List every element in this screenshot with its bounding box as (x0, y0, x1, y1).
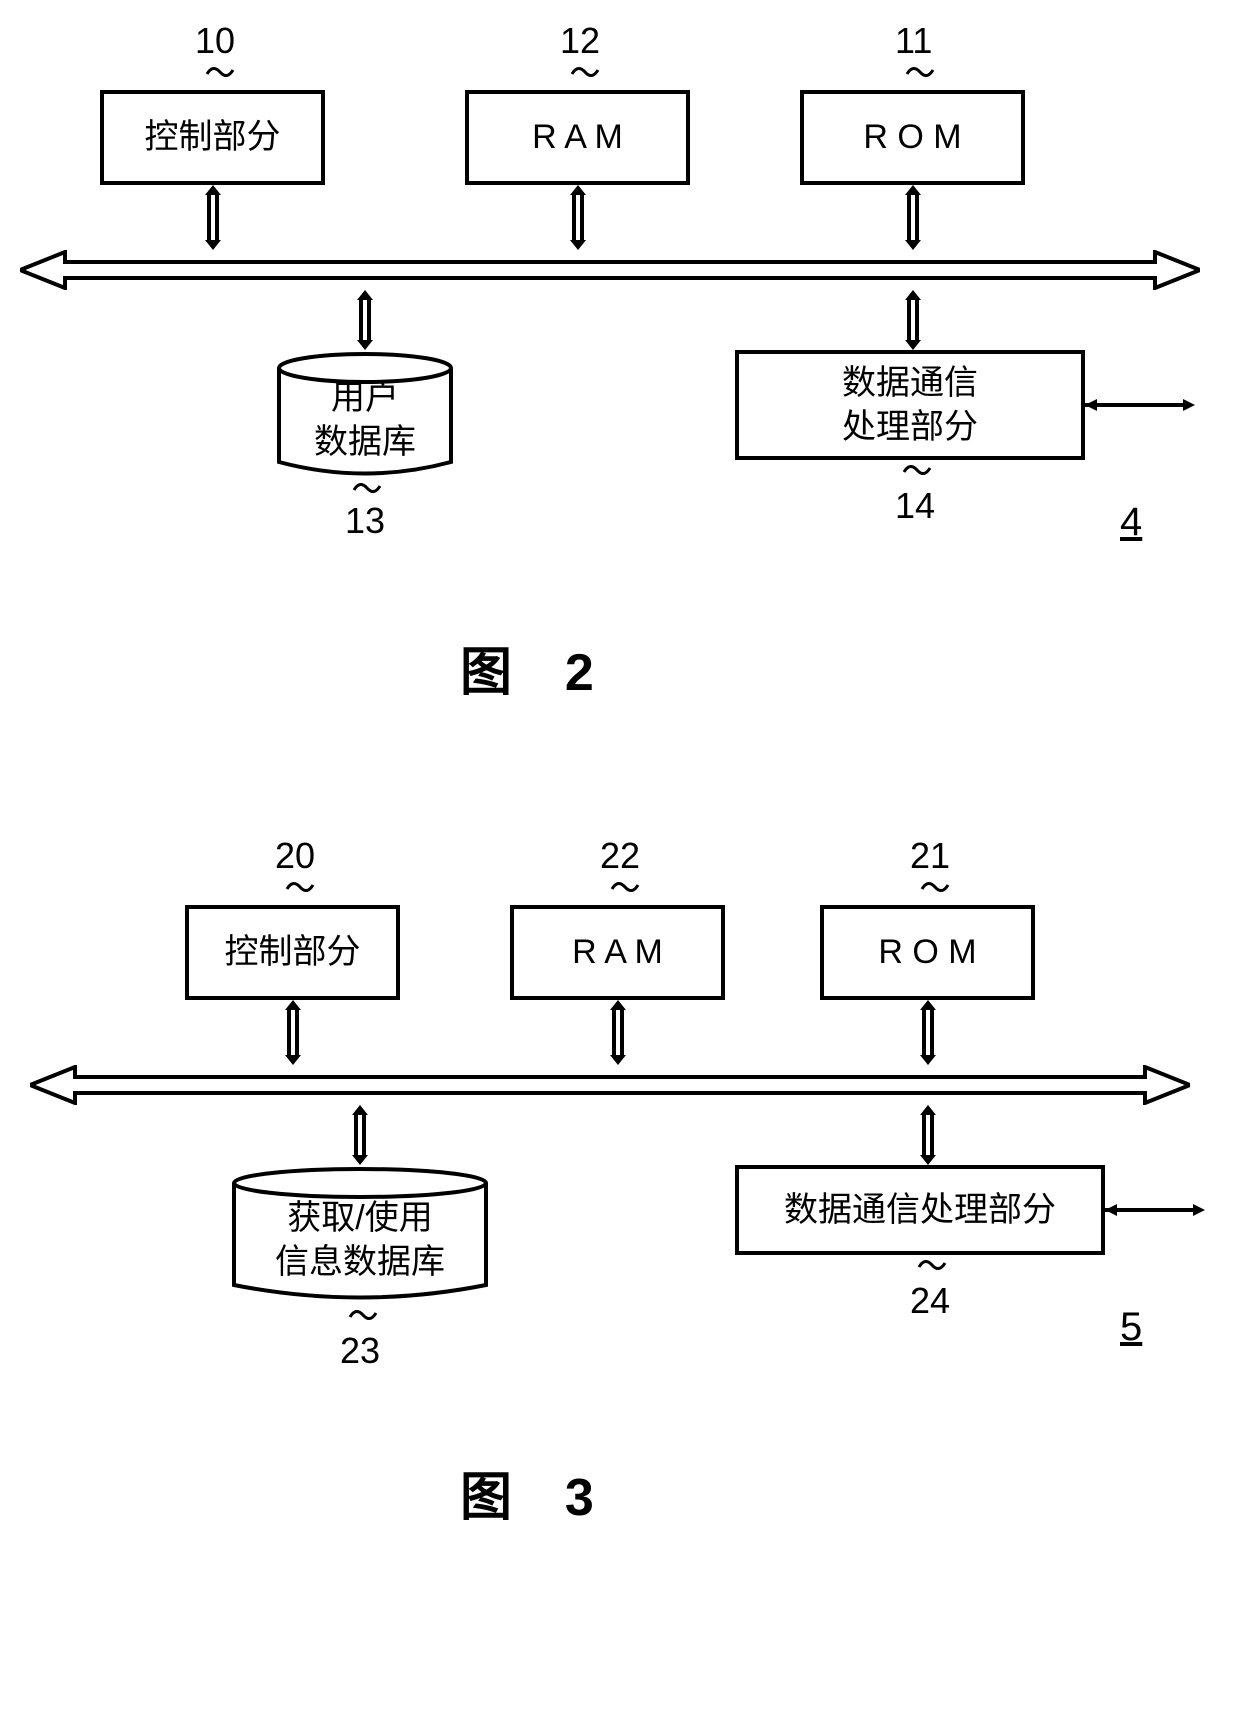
page-ref: 5 (1120, 1305, 1142, 1350)
connector-icon (355, 290, 375, 350)
control-block: 控制部分 (185, 905, 400, 1000)
bus-icon (30, 1065, 1190, 1105)
db-label-1: 获取/使用 (275, 1196, 445, 1240)
external-arrow-icon (1105, 1200, 1205, 1220)
comm-block: 数据通信处理部分 (735, 1165, 1105, 1255)
control-label: 控制部分 (145, 115, 281, 159)
comm-label: 数据通信处理部分 (784, 1188, 1056, 1232)
user-db-cylinder: 用户 数据库 (275, 350, 455, 480)
db-label-2: 数据库 (314, 420, 416, 464)
ram-block: R A M (510, 905, 725, 1000)
connector-icon (608, 1000, 628, 1065)
rom-block: R O M (820, 905, 1035, 1000)
connector-icon (918, 1000, 938, 1065)
ref-10: 10 (195, 20, 235, 62)
ref-22: 22 (600, 835, 640, 877)
ref-12: 12 (560, 20, 600, 62)
tilde-icon (205, 62, 235, 82)
ref-11: 11 (895, 20, 932, 62)
comm-label-2: 处理部分 (842, 405, 978, 449)
bus-icon (20, 250, 1200, 290)
external-arrow-icon (1085, 395, 1195, 415)
comm-block: 数据通信 处理部分 (735, 350, 1085, 460)
page-ref: 4 (1120, 500, 1142, 545)
db-label-2: 信息数据库 (275, 1240, 445, 1284)
connector-icon (918, 1105, 938, 1165)
connector-icon (903, 185, 923, 250)
connector-icon (283, 1000, 303, 1065)
tilde-icon (902, 460, 932, 480)
ram-label: R A M (572, 930, 663, 974)
db-label-1: 用户 (314, 376, 416, 420)
ref-21: 21 (910, 835, 950, 877)
caption-num: 2 (565, 644, 602, 702)
control-label: 控制部分 (225, 930, 361, 974)
ref-24: 24 (910, 1280, 950, 1322)
tilde-icon (348, 1305, 378, 1325)
caption-num: 3 (565, 1469, 602, 1527)
tilde-icon (610, 877, 640, 897)
connector-icon (203, 185, 223, 250)
control-block: 控制部分 (100, 90, 325, 185)
ram-block: R A M (465, 90, 690, 185)
rom-label: R O M (878, 930, 976, 974)
ref-23: 23 (340, 1330, 380, 1372)
tilde-icon (905, 62, 935, 82)
ref-20: 20 (275, 835, 315, 877)
figure-caption: 图 3 (460, 1455, 602, 1530)
ref-13: 13 (345, 500, 385, 542)
figure-caption: 图 2 (460, 630, 602, 705)
connector-icon (903, 290, 923, 350)
ram-label: R A M (532, 115, 623, 159)
caption-text: 图 (460, 644, 520, 702)
ref-14: 14 (895, 485, 935, 527)
tilde-icon (285, 877, 315, 897)
tilde-icon (352, 478, 382, 498)
connector-icon (568, 185, 588, 250)
rom-block: R O M (800, 90, 1025, 185)
rom-label: R O M (863, 115, 961, 159)
comm-label-1: 数据通信 (842, 361, 978, 405)
tilde-icon (570, 62, 600, 82)
tilde-icon (917, 1255, 947, 1275)
info-db-cylinder: 获取/使用 信息数据库 (230, 1165, 490, 1305)
caption-text: 图 (460, 1469, 520, 1527)
connector-icon (350, 1105, 370, 1165)
tilde-icon (920, 877, 950, 897)
